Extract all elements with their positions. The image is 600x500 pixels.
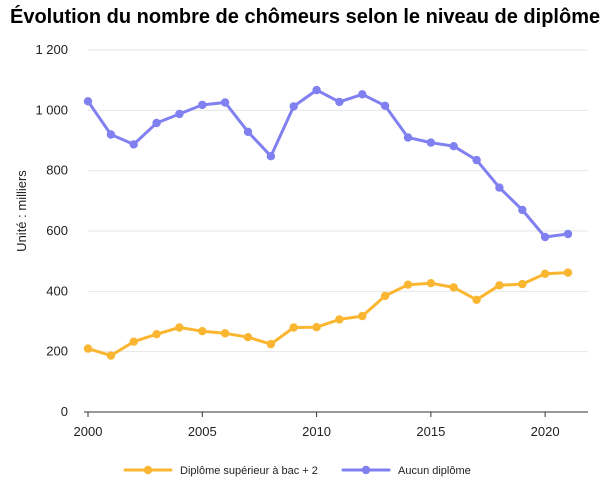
legend-marker (143, 465, 153, 475)
grid-lines (88, 49, 588, 353)
data-point[interactable] (106, 130, 116, 139)
data-point[interactable] (426, 279, 436, 288)
data-point[interactable] (175, 109, 184, 119)
data-point[interactable] (380, 291, 390, 301)
data-point[interactable] (198, 100, 207, 110)
data-point[interactable] (175, 323, 184, 332)
data-point[interactable] (358, 90, 367, 99)
legend-label: Diplôme supérieur à bac + 2 (180, 465, 318, 477)
y-tick-label: 400 (46, 283, 68, 298)
series-line-0 (86, 271, 570, 358)
data-point[interactable] (403, 280, 413, 289)
y-tick-label: 1 200 (35, 42, 68, 57)
data-point[interactable] (495, 183, 504, 192)
data-point[interactable] (449, 142, 458, 151)
data-point[interactable] (220, 98, 230, 107)
data-point[interactable] (129, 140, 138, 149)
y-axis-title: Unité : milliers (14, 170, 29, 252)
data-point[interactable] (335, 315, 344, 324)
data-point[interactable] (266, 339, 276, 349)
x-tick-label: 2015 (416, 424, 445, 439)
data-point[interactable] (518, 279, 527, 289)
series-lines (83, 85, 573, 360)
x-tick-label: 2010 (302, 424, 331, 439)
data-point[interactable] (83, 344, 93, 353)
data-point[interactable] (152, 330, 161, 339)
data-point[interactable] (220, 329, 230, 338)
data-point[interactable] (518, 205, 527, 215)
y-tick-label: 600 (46, 223, 68, 238)
data-point[interactable] (312, 85, 321, 95)
data-point[interactable] (403, 133, 413, 142)
axes: 0 200 400 600 800 1 000 1 200 2000 2005 2010 2015 2… (14, 42, 588, 439)
data-point[interactable] (540, 269, 550, 278)
data-point[interactable] (289, 102, 298, 111)
legend-item[interactable]: Aucun diplôme (341, 465, 471, 477)
data-point[interactable] (243, 333, 253, 342)
y-tick-label: 0 (61, 404, 68, 419)
data-point[interactable] (129, 337, 138, 346)
data-point[interactable] (266, 152, 276, 161)
data-point[interactable] (540, 232, 550, 242)
data-point[interactable] (563, 268, 573, 277)
y-tick-label: 200 (46, 344, 68, 359)
data-point[interactable] (380, 101, 390, 111)
data-point[interactable] (83, 97, 93, 106)
data-point[interactable] (312, 323, 321, 332)
data-point[interactable] (243, 127, 253, 136)
data-point[interactable] (152, 118, 161, 128)
data-point[interactable] (198, 327, 207, 336)
legend: Diplôme supérieur à bac + 2 Aucun diplôme (123, 465, 471, 477)
x-tick-label: 2000 (74, 424, 103, 439)
y-tick-label: 800 (46, 163, 68, 178)
data-point[interactable] (106, 351, 116, 360)
legend-item[interactable]: Diplôme supérieur à bac + 2 (123, 465, 318, 477)
data-point[interactable] (449, 283, 458, 292)
series-line-1 (86, 88, 570, 239)
legend-marker (361, 465, 371, 475)
x-tick-label: 2005 (188, 424, 217, 439)
data-point[interactable] (563, 229, 573, 239)
legend-label: Aucun diplôme (398, 465, 471, 477)
data-point[interactable] (472, 295, 481, 304)
data-point[interactable] (289, 323, 298, 332)
data-point[interactable] (358, 311, 367, 321)
x-tick-label: 2020 (531, 424, 560, 439)
data-point[interactable] (495, 281, 504, 290)
data-point[interactable] (335, 97, 344, 107)
chart-title: Évolution du nombre de chômeurs selon le… (10, 6, 600, 28)
y-tick-label: 1 000 (35, 102, 68, 117)
data-point[interactable] (426, 138, 436, 147)
data-point[interactable] (472, 155, 481, 165)
